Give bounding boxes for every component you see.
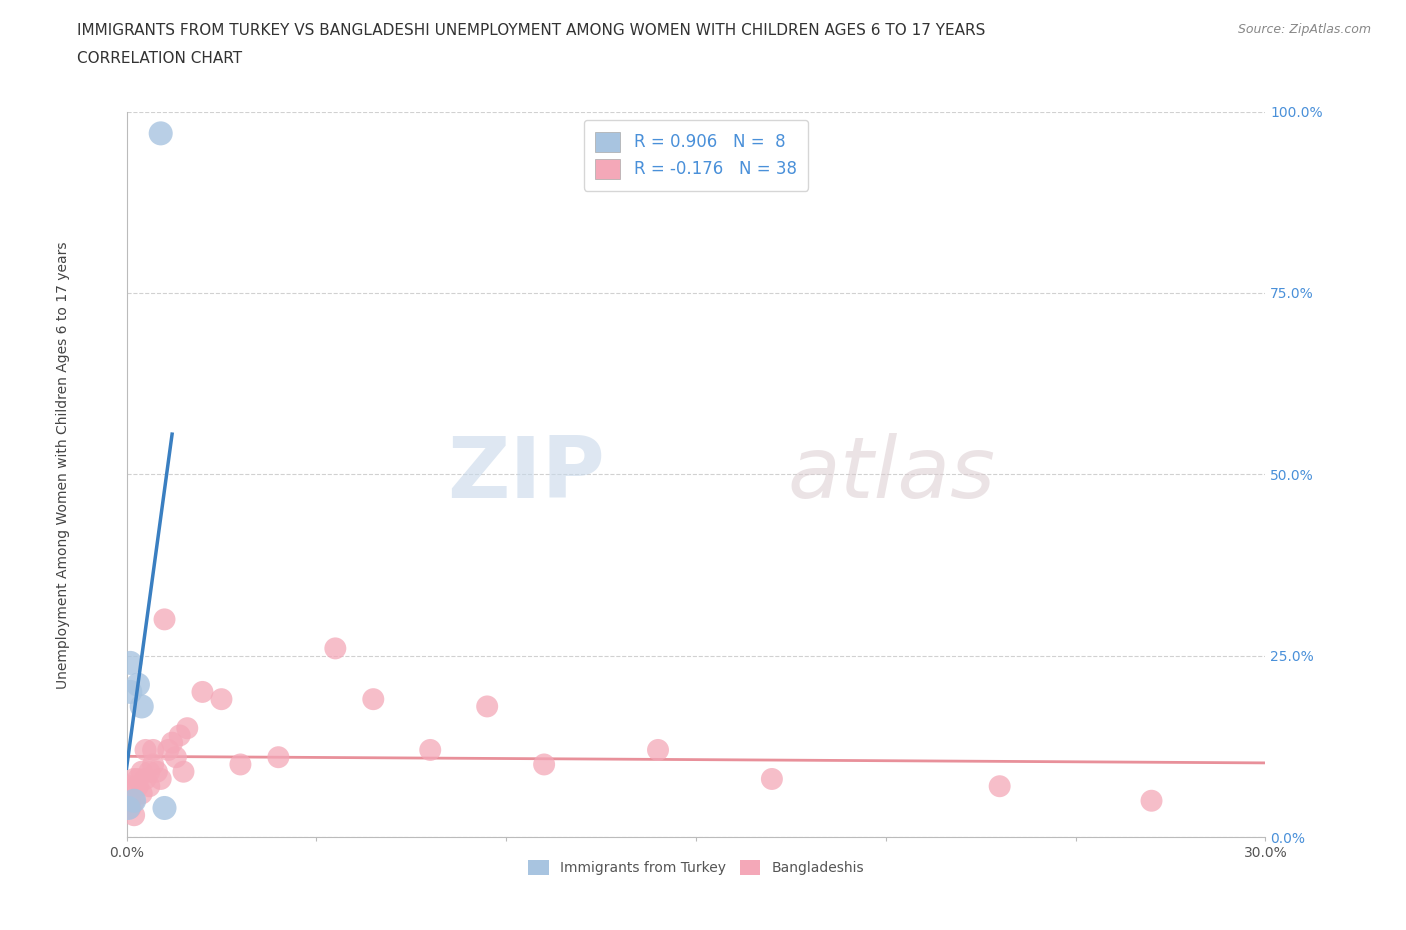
Point (131, 764, 153, 779)
Text: Unemployment Among Women with Children Ages 6 to 17 years: Unemployment Among Women with Children A… (56, 241, 70, 689)
Point (120, 684, 142, 699)
Point (647, 742, 669, 757)
Text: IMMIGRANTS FROM TURKEY VS BANGLADESHI UNEMPLOYMENT AMONG WOMEN WITH CHILDREN AGE: IMMIGRANTS FROM TURKEY VS BANGLADESHI UN… (77, 23, 986, 38)
Point (1140, 793, 1163, 808)
Point (127, 778, 149, 793)
Point (323, 641, 347, 656)
Point (363, 692, 385, 707)
Point (120, 793, 142, 808)
Point (127, 772, 149, 787)
Point (267, 750, 290, 764)
Point (142, 757, 165, 772)
Point (122, 808, 145, 823)
Point (160, 736, 183, 751)
Point (122, 793, 145, 808)
Point (169, 728, 191, 743)
Point (229, 757, 252, 772)
Point (146, 764, 169, 779)
Text: Source: ZipAtlas.com: Source: ZipAtlas.com (1237, 23, 1371, 36)
Point (191, 684, 214, 699)
Point (149, 126, 172, 140)
Point (157, 742, 180, 757)
Point (533, 757, 555, 772)
Point (153, 612, 176, 627)
Point (988, 778, 1011, 793)
Point (135, 742, 156, 757)
Point (142, 742, 165, 757)
Point (117, 801, 139, 816)
Point (149, 772, 172, 787)
Point (127, 677, 149, 692)
Point (138, 778, 160, 793)
Text: ZIP: ZIP (447, 432, 605, 516)
Point (122, 793, 145, 808)
Point (138, 764, 160, 779)
Point (176, 721, 198, 736)
Point (761, 772, 783, 787)
Text: CORRELATION CHART: CORRELATION CHART (77, 51, 242, 66)
Legend: Immigrants from Turkey, Bangladeshis: Immigrants from Turkey, Bangladeshis (522, 855, 870, 881)
Point (419, 742, 441, 757)
Point (165, 750, 187, 764)
Point (211, 692, 233, 707)
Point (131, 786, 153, 801)
Point (122, 772, 145, 787)
Point (120, 656, 142, 671)
Point (153, 801, 176, 816)
Text: atlas: atlas (787, 432, 995, 516)
Point (120, 778, 142, 793)
Point (172, 764, 194, 779)
Point (135, 772, 156, 787)
Point (120, 801, 142, 816)
Point (131, 699, 153, 714)
Point (477, 699, 499, 714)
